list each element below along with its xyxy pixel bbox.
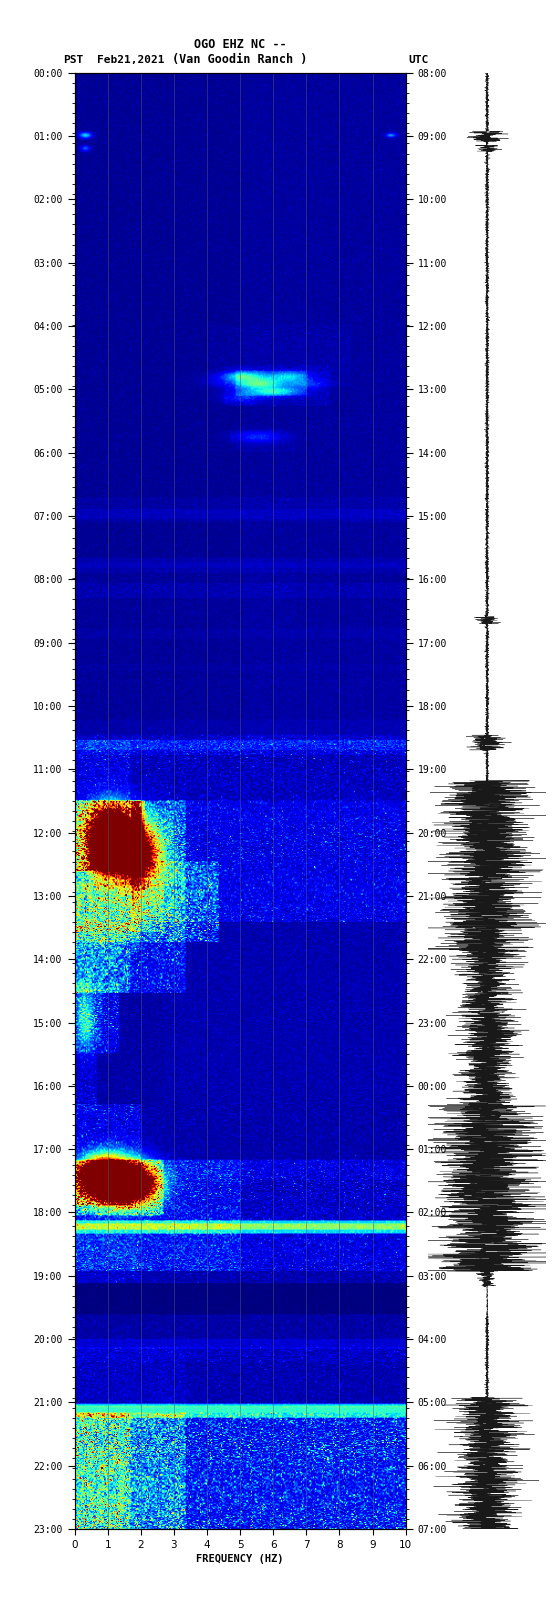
Text: UTC: UTC	[408, 55, 429, 65]
Text: Feb21,2021: Feb21,2021	[97, 55, 164, 65]
Text: (Van Goodin Ranch ): (Van Goodin Ranch )	[172, 53, 308, 66]
Text: OGO EHZ NC --: OGO EHZ NC --	[194, 37, 286, 52]
Text: USGS: USGS	[18, 18, 43, 29]
Text: PST: PST	[63, 55, 84, 65]
X-axis label: FREQUENCY (HZ): FREQUENCY (HZ)	[197, 1553, 284, 1563]
Text: ~: ~	[3, 16, 10, 31]
